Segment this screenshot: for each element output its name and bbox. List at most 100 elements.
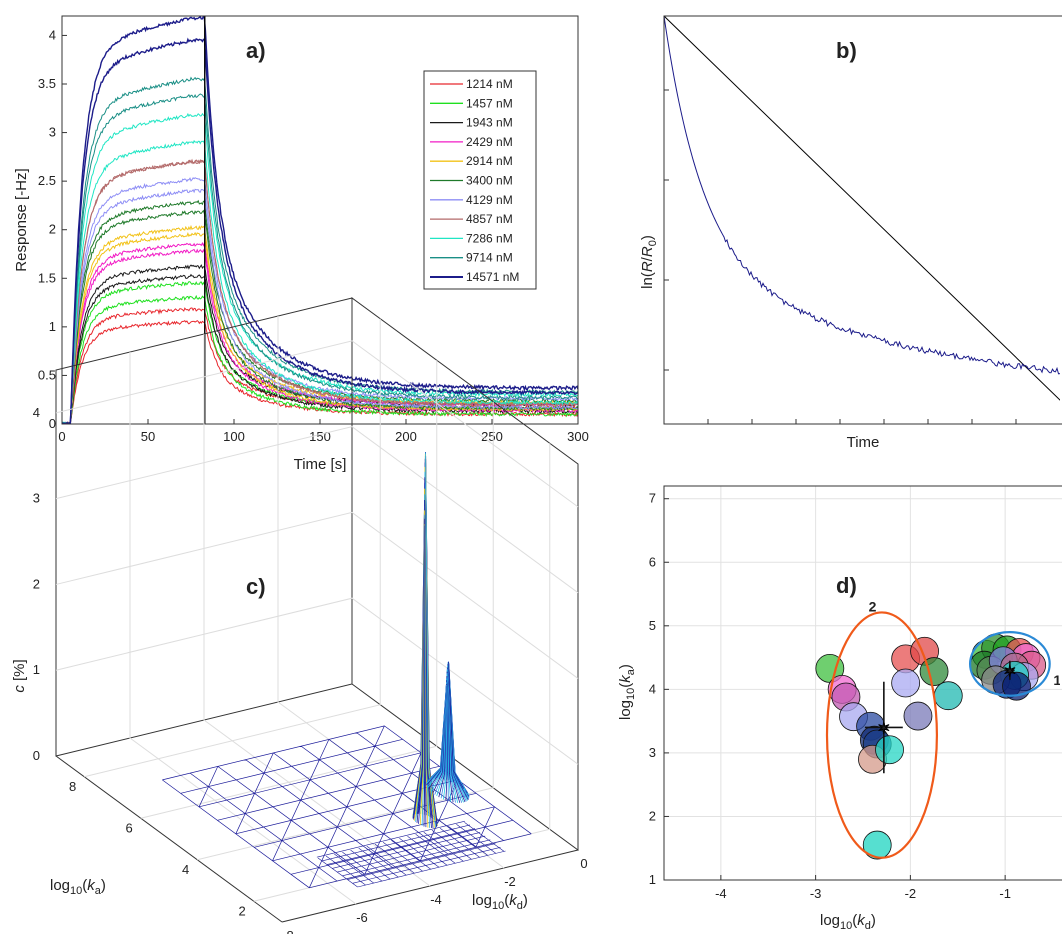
ylabel-k: k xyxy=(617,674,634,683)
panel-b-xlabel: Time xyxy=(847,434,880,451)
kd-tick-label: -2 xyxy=(504,874,516,889)
ylabel-suba: a xyxy=(95,885,102,897)
z-grid-line xyxy=(55,340,579,508)
y-tick-label: 6 xyxy=(649,554,656,569)
mesh-line xyxy=(440,686,448,799)
ka-grid-line xyxy=(84,318,381,778)
y-tick-label: 4 xyxy=(649,681,656,696)
legend-entry: 4857 nM xyxy=(466,212,513,226)
panel-a-series xyxy=(62,16,578,424)
kd-tick-label: -6 xyxy=(356,910,368,925)
panel-a-xticks: 0 50 100 150 200 250 300 xyxy=(58,419,589,444)
panel-a: 0 50 100 150 200 250 300 00.511.522.533.54 Tim… xyxy=(13,15,589,473)
series-line-14571-nM xyxy=(62,16,578,424)
data-point xyxy=(862,830,892,860)
series-line-9714-nM xyxy=(62,93,578,424)
peak-tall xyxy=(412,451,438,829)
z-grid-line xyxy=(55,597,579,765)
legend-entry: 3400 nM xyxy=(466,174,513,188)
panel-b-ylabel: ln(R/R0) xyxy=(639,235,659,289)
z-tick-label: 3 xyxy=(33,491,40,506)
y-tick-label: 1 xyxy=(49,319,56,334)
panel-b-frame xyxy=(663,15,1062,425)
legend-entry: 2429 nM xyxy=(466,135,513,149)
panel-a-yticks: 0 0.5 1 1.5 2 2.5 3 3.5 4 xyxy=(38,27,67,431)
decay-curve xyxy=(664,16,1060,375)
panel-c-zlabel: c [%] xyxy=(11,659,28,692)
legend-entry: 1457 nM xyxy=(466,96,513,110)
ylabel-open: ( xyxy=(82,877,87,894)
cluster-ellipse-1 xyxy=(968,631,1051,697)
zlabel-c: c xyxy=(11,685,28,693)
kd-grid-line xyxy=(203,334,431,887)
data-point xyxy=(933,681,963,711)
xlabel-k: k xyxy=(857,912,866,929)
ylabel-log: log xyxy=(50,877,70,894)
y-tick-label: 5 xyxy=(649,618,656,633)
peak-small xyxy=(426,661,470,803)
ylabel-suba: a xyxy=(625,668,637,675)
ylabel-open: ( xyxy=(617,683,634,688)
legend-entry: 7286 nM xyxy=(466,231,513,245)
xlabel-close: ) xyxy=(523,892,528,909)
y-tick-label: 0 xyxy=(49,416,56,431)
xlabel-sub10: 10 xyxy=(840,920,852,932)
kd-grid-line xyxy=(129,352,357,905)
x-tick-label: -1 xyxy=(999,886,1011,901)
z-tick-label: 2 xyxy=(33,576,40,591)
y-tick-label: 1.5 xyxy=(38,270,56,285)
y-tick-label: 1 xyxy=(649,872,656,887)
mesh-line xyxy=(425,452,435,821)
ylabel-close: ) xyxy=(639,235,656,240)
zlabel-unit: [%] xyxy=(11,659,28,685)
panel-a-legend: 1214 nM 1457 nM 1943 nM 2429 nM 2914 nM 3400 … xyxy=(423,70,537,290)
panel-b-ticks xyxy=(664,89,1017,424)
ylabel-R: R xyxy=(639,261,656,272)
ylabel-sub0: 0 xyxy=(647,240,659,246)
mesh-line xyxy=(447,682,454,803)
data-point xyxy=(875,735,904,765)
z-tick-label: 0 xyxy=(33,748,40,763)
kd-tick-label: -8 xyxy=(282,928,294,934)
panel-b-label: b) xyxy=(836,38,857,63)
panel-d-frame xyxy=(663,485,1062,881)
panel-d-grid xyxy=(664,486,1062,881)
linear-fit-line xyxy=(664,16,1060,401)
ka-tick-label: 2 xyxy=(239,903,246,918)
series-line-4129-nM xyxy=(62,177,578,424)
floor-mesh xyxy=(162,725,532,889)
ka-tick-label: 6 xyxy=(126,820,133,835)
series-line-2914-nM xyxy=(62,231,578,424)
cluster-label: 1 xyxy=(1053,672,1061,688)
z-grid-line xyxy=(55,426,579,594)
panel-a-xlabel: Time [s] xyxy=(294,456,347,473)
z-tick-label: 4 xyxy=(33,405,40,420)
x-tick-label: 0 xyxy=(58,429,65,444)
panel-d-plot: ✶ ✶ 2 1 xyxy=(815,599,1061,860)
ylabel-R0: R xyxy=(639,246,656,257)
y-tick-label: 2 xyxy=(649,808,656,823)
z-tick-label: 1 xyxy=(33,662,40,677)
ka-grid-line xyxy=(140,360,438,819)
legend-entry: 4129 nM xyxy=(466,193,513,207)
xlabel-log: log xyxy=(472,892,492,909)
dense-floor-mesh xyxy=(316,820,506,888)
panel-d-label: d) xyxy=(836,573,857,598)
panel-d-xlabel: log10(kd) xyxy=(820,912,876,932)
ylabel-ln: ln( xyxy=(639,272,656,289)
y-tick-label: 2 xyxy=(49,222,56,237)
xlabel-k: k xyxy=(509,892,518,909)
kd-tick-label: 0 xyxy=(580,856,587,871)
x-tick-label: -3 xyxy=(810,886,822,901)
panel-a-label: a) xyxy=(246,38,266,63)
ylabel-sub10: 10 xyxy=(625,688,637,700)
y-tick-label: 3.5 xyxy=(38,76,56,91)
legend-entry: 14571 nM xyxy=(466,270,519,284)
panel-b: Time ln(R/R0) b) xyxy=(639,15,1062,451)
legend-entry: 2914 nM xyxy=(466,154,513,168)
x-tick-label: 250 xyxy=(481,429,503,444)
ka-grid-line xyxy=(197,401,494,861)
